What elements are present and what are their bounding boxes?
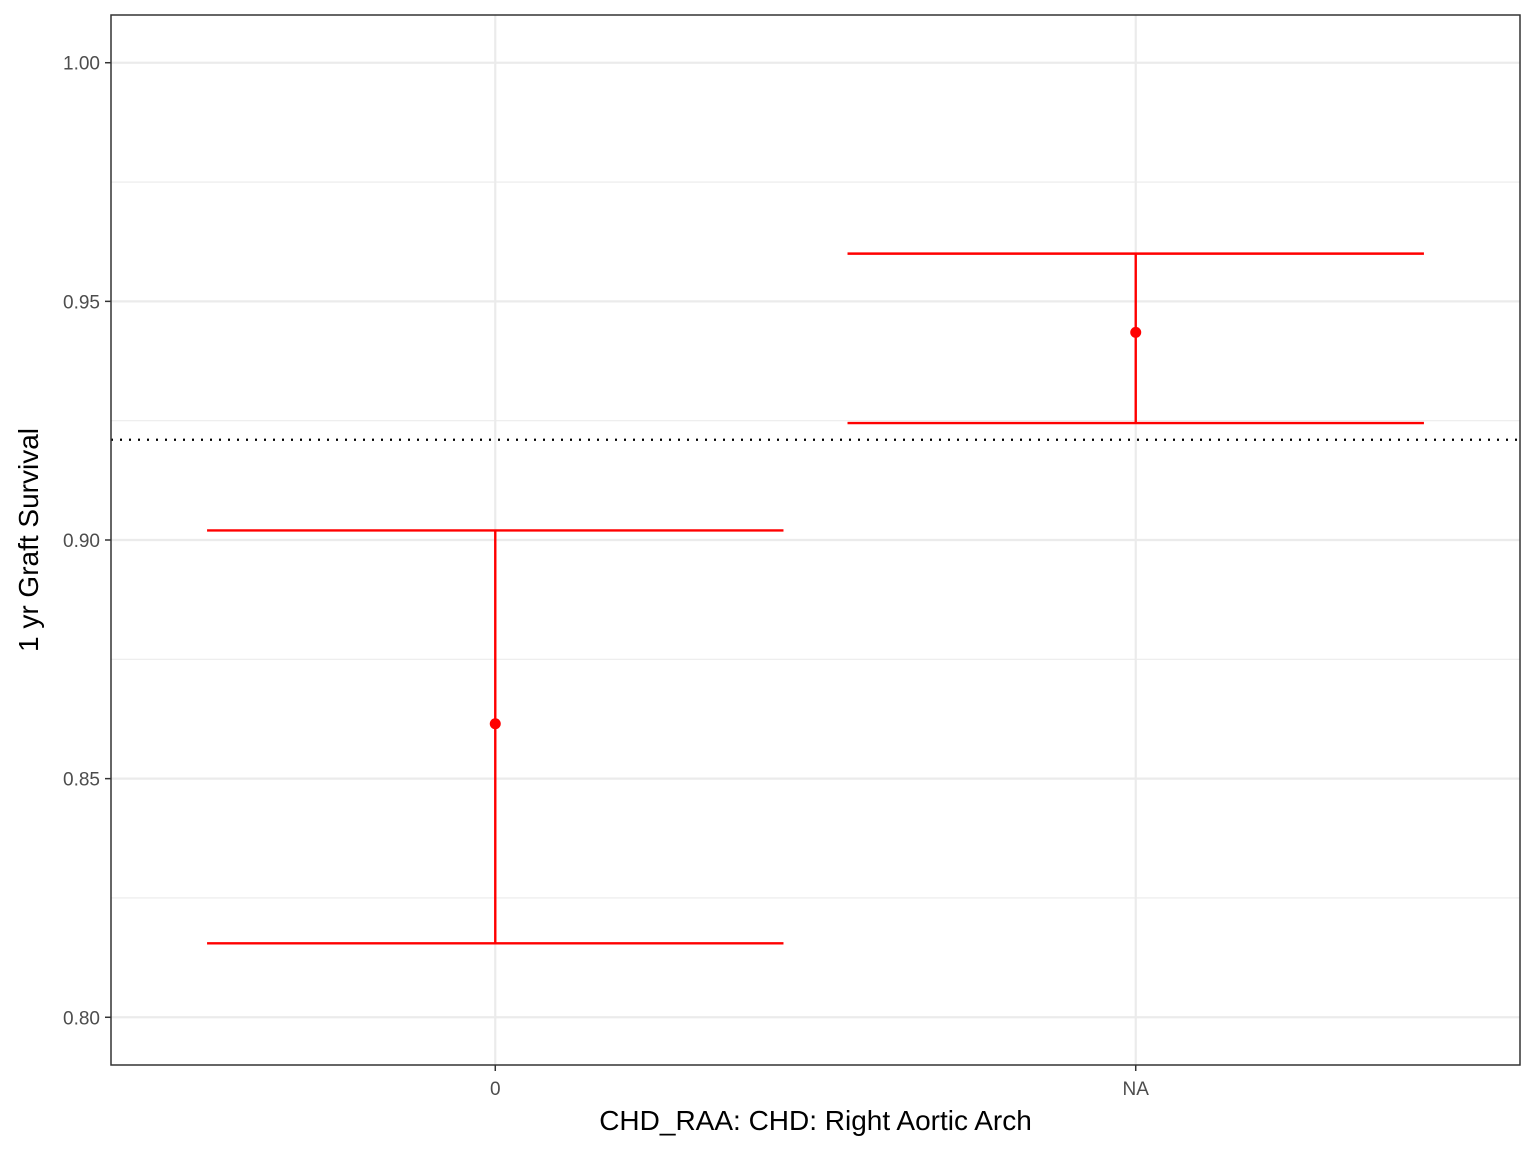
y-tick-label: 0.90 <box>63 531 100 552</box>
data-layer <box>207 252 1424 945</box>
x-tick-label: NA <box>1123 1079 1150 1100</box>
x-tick-label: 0 <box>490 1079 501 1100</box>
y-tick-label: 1.00 <box>63 54 100 75</box>
axis-layer: 0.80 0.85 0.90 0.95 1.00 0 NA <box>63 54 1149 1100</box>
y-axis-title: 1 yr Graft Survival <box>13 428 44 652</box>
y-tick-label: 0.95 <box>63 292 100 313</box>
estimate-point <box>1130 326 1142 338</box>
estimate-point <box>489 718 501 730</box>
y-tick-label: 0.85 <box>63 770 100 791</box>
y-tick-label: 0.80 <box>63 1008 100 1029</box>
x-axis-title: CHD_RAA: CHD: Right Aortic Arch <box>599 1105 1032 1136</box>
